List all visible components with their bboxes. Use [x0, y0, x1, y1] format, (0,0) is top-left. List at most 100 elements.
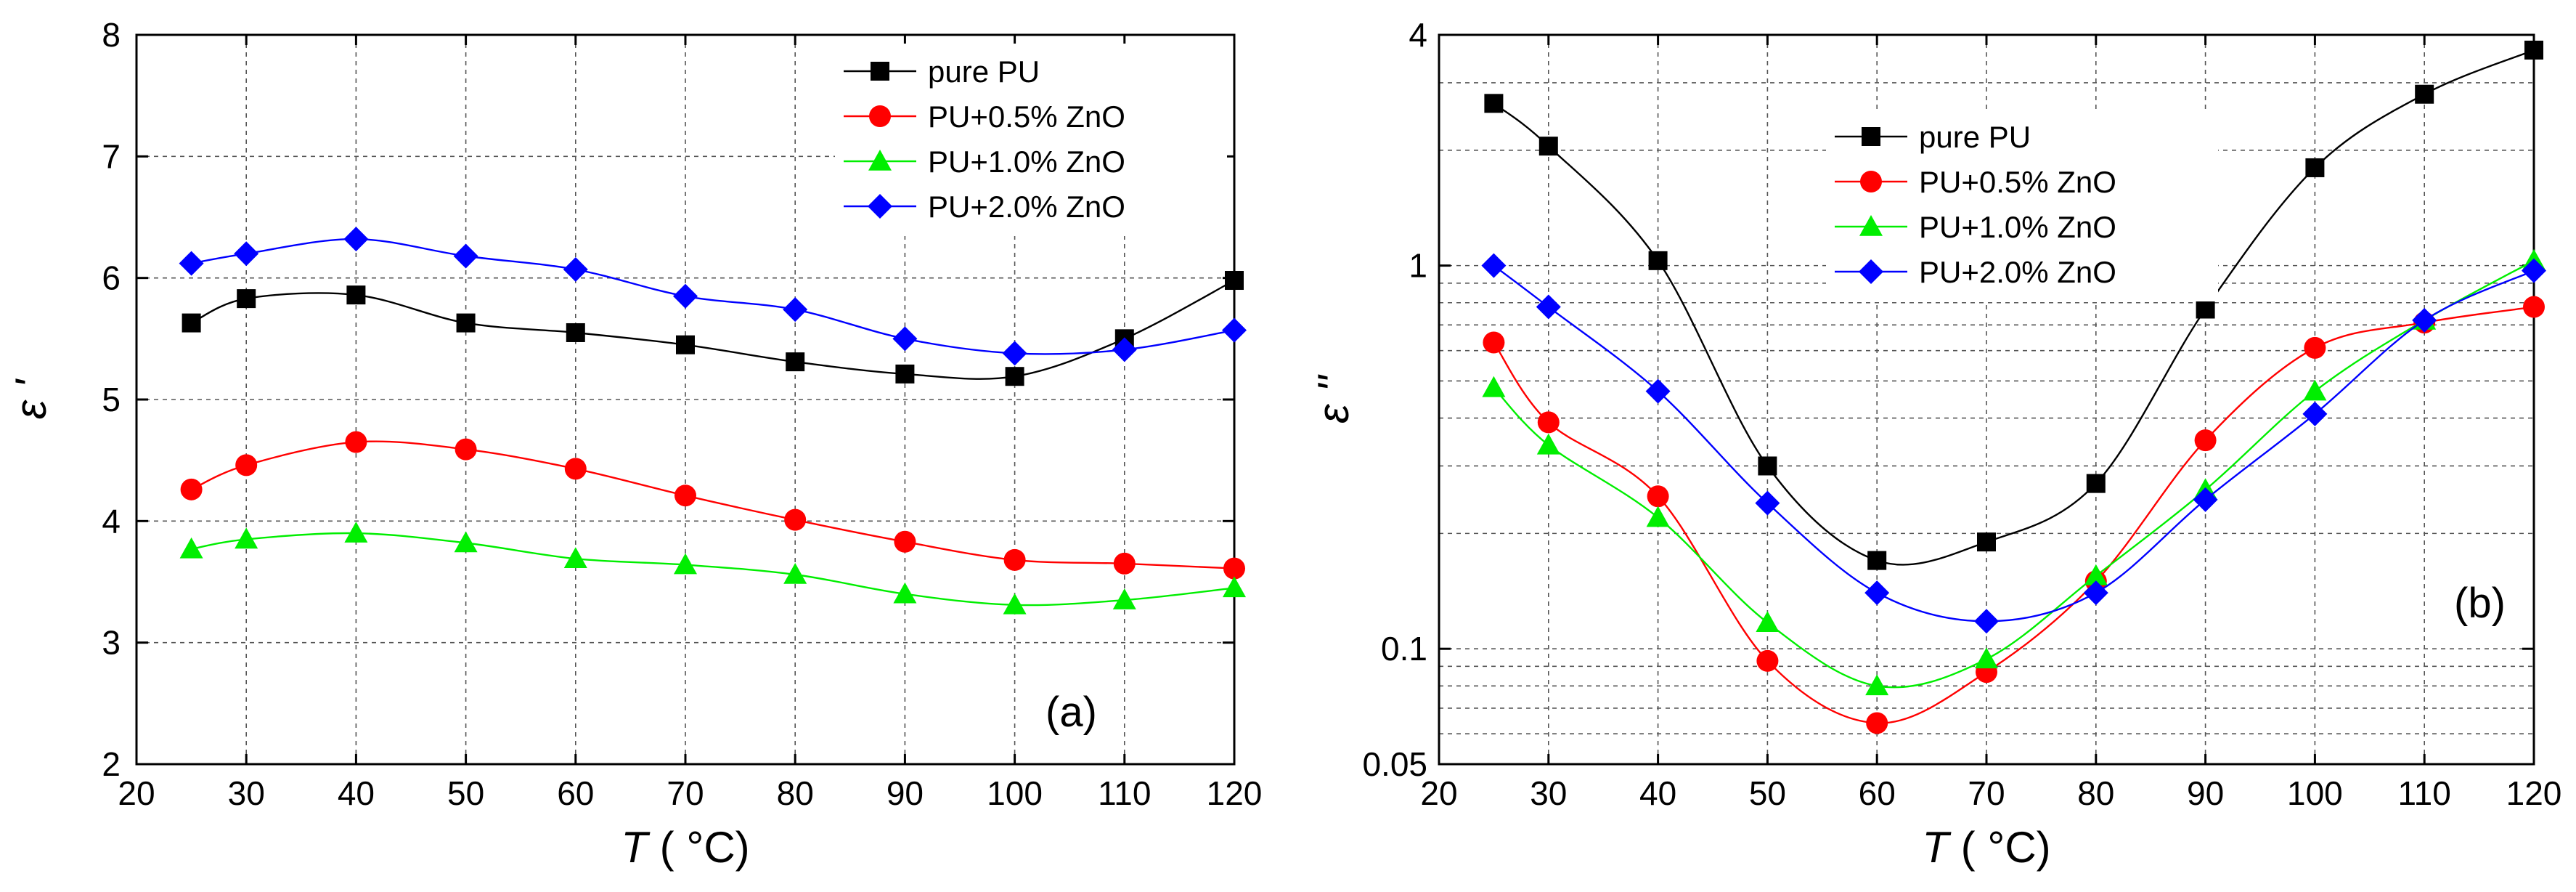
- data-point: [2193, 487, 2218, 512]
- x-tick-label: 50: [1749, 774, 1786, 812]
- data-point: [346, 285, 366, 305]
- data-point: [784, 508, 807, 531]
- x-tick-label: 20: [1420, 774, 1457, 812]
- y-tick-label: 4: [102, 502, 121, 540]
- data-point: [1645, 378, 1671, 404]
- chart-panel-b: 20 30 40 50 60 70 80 90 100 110 120 0.05 0.1 1 4 T ( °C…: [1309, 16, 2561, 872]
- legend-marker: [869, 105, 891, 127]
- x-tick-label: 30: [228, 774, 265, 812]
- data-point: [1867, 551, 1887, 570]
- data-point: [566, 323, 585, 342]
- series-line: [191, 532, 1235, 607]
- legend-marker: [1859, 259, 1883, 284]
- data-point: [1974, 609, 1999, 634]
- data-point: [783, 297, 808, 323]
- data-point: [893, 582, 917, 604]
- x-tick-label: 60: [557, 774, 594, 812]
- data-point: [2522, 258, 2546, 283]
- data-point: [2303, 379, 2327, 401]
- data-point: [344, 522, 368, 543]
- series-pu-2-0-zno: [1481, 253, 2546, 634]
- data-point: [2412, 307, 2437, 333]
- data-point: [1755, 490, 1780, 516]
- x-tick-label: 100: [987, 774, 1043, 812]
- x-tick-label: 90: [2187, 774, 2224, 812]
- series-pu-1-0-zno: [179, 522, 1246, 615]
- data-point: [2304, 336, 2326, 359]
- data-point: [456, 313, 476, 333]
- data-point: [1975, 647, 1998, 669]
- series-pure-pu: [1484, 40, 2543, 570]
- legend-marker: [1862, 127, 1880, 146]
- data-point: [564, 458, 587, 480]
- data-point: [1864, 580, 1890, 606]
- data-point: [1537, 411, 1560, 434]
- data-point: [1484, 94, 1504, 113]
- data-point: [894, 530, 916, 553]
- data-point: [786, 352, 805, 372]
- data-point: [2305, 158, 2325, 177]
- x-tick-label: 80: [777, 774, 814, 812]
- data-point: [2083, 580, 2108, 606]
- data-point: [1646, 506, 1670, 527]
- data-point: [1002, 341, 1027, 366]
- data-point: [2523, 296, 2545, 318]
- data-point: [1536, 433, 1560, 455]
- series-line: [1493, 264, 2535, 623]
- y-axis-title: ε '': [1309, 373, 1358, 423]
- data-point: [1222, 317, 1247, 343]
- data-point: [180, 478, 203, 500]
- data-point: [1223, 557, 1245, 580]
- y-tick-label: 6: [102, 259, 121, 297]
- series-pure-pu: [182, 271, 1244, 386]
- x-tick-label: 120: [2506, 774, 2562, 812]
- data-point: [1866, 712, 1888, 734]
- data-point: [563, 256, 588, 282]
- data-point: [563, 547, 587, 569]
- data-point: [1648, 251, 1668, 270]
- data-point: [1538, 137, 1558, 156]
- data-point: [1756, 611, 1780, 633]
- y-tick-label: 1: [1409, 247, 1427, 285]
- data-point: [2086, 474, 2106, 493]
- data-point: [1482, 376, 1506, 397]
- series-line: [1493, 259, 2535, 689]
- data-point: [1112, 588, 1136, 609]
- legend-box: [1826, 109, 2218, 301]
- data-point: [235, 527, 258, 549]
- legend-label: PU+1.0% ZnO: [928, 145, 1125, 179]
- data-point: [1756, 649, 1779, 672]
- legend-label: pure PU: [1919, 120, 2031, 154]
- data-point: [1865, 674, 1889, 696]
- y-tick-label: 0.05: [1362, 745, 1427, 783]
- data-point: [1483, 331, 1505, 354]
- legend-marker: [868, 194, 892, 219]
- series-line: [191, 440, 1235, 569]
- x-tick-label: 80: [2077, 774, 2114, 812]
- data-point: [1113, 552, 1136, 575]
- x-tick-label: 120: [1207, 774, 1263, 812]
- legend-marker: [868, 150, 892, 171]
- x-tick-label: 110: [1098, 774, 1151, 812]
- data-point: [2415, 84, 2434, 104]
- data-point: [234, 241, 259, 267]
- x-tick-label: 40: [1639, 774, 1676, 812]
- legend-label: pure PU: [928, 54, 1040, 89]
- y-tick-label: 4: [1409, 16, 1427, 54]
- data-point: [892, 326, 918, 352]
- panel-label: (a): [1046, 689, 1097, 736]
- series-pu-1-0-zno: [1482, 248, 2546, 696]
- data-point: [1005, 367, 1024, 386]
- data-point: [455, 438, 477, 461]
- data-point: [2524, 40, 2543, 60]
- x-tick-label: 40: [338, 774, 375, 812]
- y-tick-label: 5: [102, 381, 121, 418]
- y-tick-label: 8: [102, 16, 121, 54]
- y-tick-label: 2: [102, 745, 121, 783]
- x-tick-label: 30: [1530, 774, 1567, 812]
- data-point: [453, 243, 478, 269]
- data-point: [1003, 548, 1026, 571]
- y-tick-label: 7: [102, 137, 121, 175]
- data-point: [235, 454, 258, 477]
